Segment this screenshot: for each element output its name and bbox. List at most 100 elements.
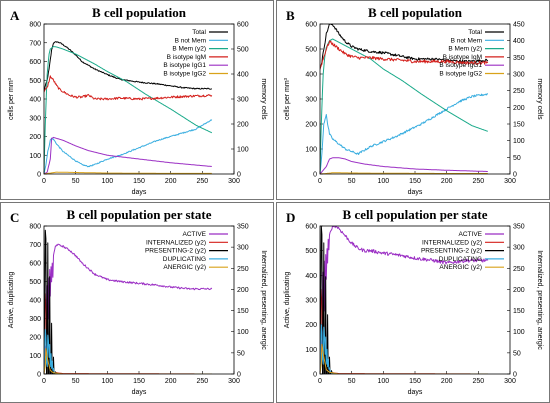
y2-tick-label: 250 — [237, 266, 249, 273]
x-tick-label: 200 — [441, 378, 453, 385]
plot-border — [319, 225, 511, 375]
y2-tick-label: 0 — [513, 172, 517, 179]
series-line-total — [44, 41, 213, 92]
x-tick-label: 50 — [348, 378, 356, 385]
legend-label: B isotype IgM — [167, 54, 206, 61]
y2-tick-label: 250 — [513, 266, 525, 273]
y2-tick-label: 50 — [513, 155, 521, 162]
legend-label: DUPLICATING — [163, 256, 206, 263]
y2-axis-label: Internalized, presenting, anergic — [260, 250, 267, 350]
legend-label: B not Mem — [175, 37, 206, 44]
legend-label: B isotype IgG1 — [439, 62, 482, 69]
legend-label: INTERNALIZED (y2) — [146, 239, 206, 246]
series-line-b-isotype-igg2 — [44, 171, 212, 174]
panel-label: B — [286, 8, 295, 23]
y-tick-label: 200 — [29, 335, 41, 342]
legend-label: DUPLICATING — [439, 256, 482, 263]
y-tick-label: 500 — [305, 248, 317, 255]
y2-tick-label: 450 — [513, 22, 525, 29]
y-axis-label: cells per mm³ — [8, 77, 15, 120]
x-tick-label: 0 — [42, 178, 46, 185]
y-tick-label: 100 — [29, 353, 41, 360]
plot-border — [43, 225, 235, 375]
x-tick-label: 0 — [42, 378, 46, 385]
legend-label: INTERNALIZED (y2) — [422, 239, 482, 246]
x-axis-label: days — [132, 389, 147, 396]
x-tick-label: 150 — [409, 378, 421, 385]
x-tick-label: 200 — [165, 178, 177, 185]
chart-title: B cell population — [368, 5, 463, 20]
y-tick-label: 300 — [29, 115, 41, 122]
series-line-b-not-mem — [44, 119, 213, 174]
y-tick-label: 500 — [29, 279, 41, 286]
y-tick-label: 600 — [305, 224, 317, 231]
x-tick-label: 150 — [133, 378, 145, 385]
y2-tick-label: 200 — [513, 287, 525, 294]
panel-frame — [0, 0, 274, 200]
y2-tick-label: 150 — [513, 122, 525, 129]
y-tick-label: 800 — [29, 224, 41, 231]
y-tick-label: 300 — [305, 97, 317, 104]
x-tick-label: 150 — [409, 178, 421, 185]
y-tick-label: 0 — [313, 172, 317, 179]
legend-label: ACTIVE — [183, 231, 207, 238]
x-axis-label: days — [408, 389, 423, 396]
y2-tick-label: 400 — [513, 38, 525, 45]
y-tick-label: 700 — [29, 242, 41, 249]
y-tick-label: 700 — [29, 40, 41, 47]
legend-label: B isotype IgG2 — [163, 71, 206, 78]
series-line-b-isotype-igg1 — [320, 157, 488, 174]
legend-label: B isotype IgM — [443, 54, 482, 61]
y-tick-label: 100 — [305, 147, 317, 154]
x-tick-label: 50 — [348, 178, 356, 185]
x-tick-label: 300 — [228, 378, 240, 385]
y-tick-label: 0 — [37, 372, 41, 379]
y2-tick-label: 50 — [237, 350, 245, 357]
legend-label: PRESENTING-2 (y2) — [145, 248, 206, 255]
y2-tick-label: 400 — [237, 72, 249, 79]
legend-label: B Mem (y2) — [172, 46, 206, 53]
panel-label: D — [286, 210, 295, 225]
series-line-b-not-mem — [320, 93, 489, 174]
y2-axis-label: memory cells — [536, 78, 543, 120]
y2-tick-label: 300 — [513, 245, 525, 252]
plot-border — [43, 23, 235, 175]
series-group — [320, 24, 489, 174]
x-tick-label: 300 — [504, 378, 516, 385]
panel-frame — [276, 0, 550, 200]
y2-tick-label: 300 — [513, 72, 525, 79]
y2-tick-label: 300 — [237, 245, 249, 252]
y2-tick-label: 100 — [513, 329, 525, 336]
y-tick-label: 200 — [305, 122, 317, 129]
y2-tick-label: 150 — [237, 308, 249, 315]
series-line-b-isotype-igm — [44, 75, 213, 101]
y-axis-label: cells per mm³ — [284, 77, 291, 120]
legend-label: B isotype IgG1 — [163, 62, 206, 69]
y2-tick-label: 200 — [237, 287, 249, 294]
y-tick-label: 600 — [29, 261, 41, 268]
x-tick-label: 0 — [318, 378, 322, 385]
series-line-active — [320, 226, 489, 373]
series-line-b-isotype-igm — [320, 40, 489, 70]
x-tick-label: 50 — [72, 178, 80, 185]
y2-tick-label: 100 — [237, 329, 249, 336]
y-tick-label: 200 — [305, 322, 317, 329]
series-line-b-isotype-igg2 — [320, 172, 488, 174]
x-tick-label: 100 — [377, 378, 389, 385]
y2-axis-label: memory cells — [260, 78, 267, 120]
y-axis-label: Active, duplicating — [284, 272, 291, 329]
series-line-b-mem-y2 — [320, 38, 488, 174]
y-tick-label: 400 — [29, 97, 41, 104]
legend-label: Total — [468, 29, 482, 36]
y2-tick-label: 350 — [237, 224, 249, 231]
x-tick-label: 150 — [133, 178, 145, 185]
x-axis-label: days — [408, 189, 423, 196]
y2-tick-label: 200 — [237, 122, 249, 129]
y-tick-label: 200 — [29, 134, 41, 141]
y2-tick-label: 0 — [513, 372, 517, 379]
chart-title: B cell population per state — [343, 207, 488, 222]
